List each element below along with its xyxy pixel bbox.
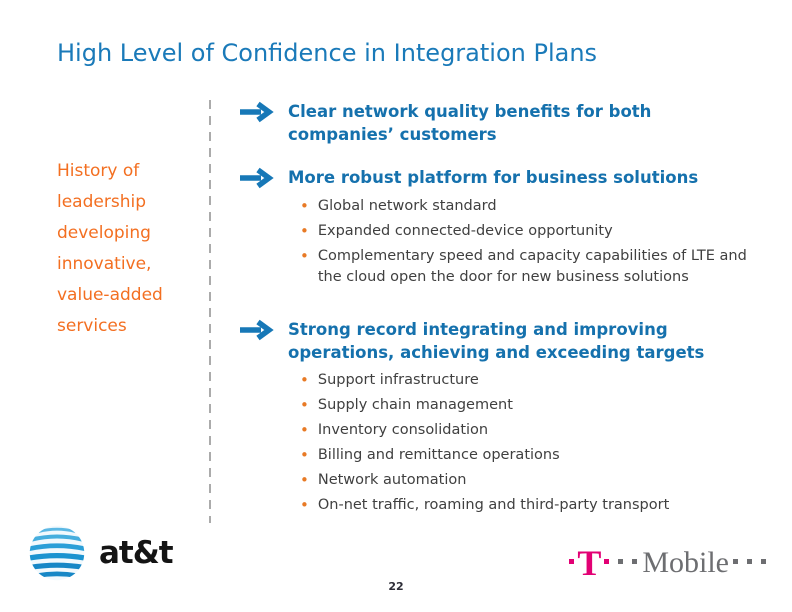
telekom-square-icon bbox=[761, 558, 766, 564]
telekom-square-icon bbox=[747, 558, 752, 564]
telekom-square-icon bbox=[733, 558, 738, 564]
section-business-platform: More robust platform for business soluti… bbox=[238, 166, 698, 189]
bullet-dot-icon: • bbox=[300, 446, 309, 464]
telekom-square-icon bbox=[604, 558, 610, 564]
section-heading: Strong record integrating and improving … bbox=[288, 320, 705, 362]
bullet-item: • Global network standard bbox=[300, 196, 748, 217]
bullet-dot-icon: • bbox=[300, 396, 309, 414]
bullet-text: Complementary speed and capacity capabil… bbox=[317, 248, 747, 285]
bullet-dot-icon: • bbox=[300, 247, 309, 265]
bullet-dot-icon: • bbox=[300, 496, 309, 514]
bullet-item: • Expanded connected-device opportunity bbox=[300, 221, 748, 242]
tmobile-t-letter: T bbox=[577, 543, 602, 583]
page-title: High Level of Confidence in Integration … bbox=[57, 39, 598, 67]
bullet-text: Supply chain management bbox=[317, 397, 513, 413]
bullet-item: • Billing and remittance operations bbox=[300, 445, 748, 466]
bullet-item: • Network automation bbox=[300, 470, 748, 491]
vertical-dashed-divider bbox=[209, 100, 211, 523]
bullet-item: • On-net traffic, roaming and third-party… bbox=[300, 495, 748, 516]
bullet-text: Global network standard bbox=[317, 198, 497, 214]
att-globe-icon bbox=[29, 525, 85, 581]
bullet-item: • Inventory consolidation bbox=[300, 420, 748, 441]
bullet-dot-icon: • bbox=[300, 222, 309, 240]
section-integration-record: Strong record integrating and improving … bbox=[238, 318, 758, 364]
arrow-right-icon bbox=[240, 319, 274, 341]
section-heading: More robust platform for business soluti… bbox=[288, 168, 699, 187]
page-number: 22 bbox=[388, 580, 404, 593]
bullet-dot-icon: • bbox=[300, 371, 309, 389]
bullet-text: Inventory consolidation bbox=[317, 422, 489, 438]
bullet-text: Network automation bbox=[317, 472, 467, 488]
bullet-text: Billing and remittance operations bbox=[317, 447, 560, 463]
bullet-dot-icon: • bbox=[300, 197, 309, 215]
section-network-quality: Clear network quality benefits for both … bbox=[238, 100, 758, 146]
telekom-square-icon bbox=[632, 558, 638, 564]
att-wordmark: at&t bbox=[99, 535, 174, 571]
bullet-item: • Support infrastructure bbox=[300, 370, 748, 391]
bullet-text: On-net traffic, roaming and third-party … bbox=[317, 497, 670, 513]
arrow-right-icon bbox=[240, 101, 274, 123]
tmobile-wordmark: Mobile bbox=[642, 546, 729, 579]
sidebar-statement: History of leadership developing innovat… bbox=[57, 161, 163, 336]
bullet-item: • Supply chain management bbox=[300, 395, 748, 416]
arrow-right-icon bbox=[240, 167, 274, 189]
bullet-dot-icon: • bbox=[300, 421, 309, 439]
telekom-square-icon bbox=[618, 558, 624, 564]
att-logo: at&t bbox=[28, 524, 174, 582]
bullet-item: • Complementary speed and capacity capabi… bbox=[300, 246, 748, 288]
section-heading: Clear network quality benefits for both … bbox=[288, 102, 652, 144]
tmobile-logo: T Mobile bbox=[569, 543, 766, 583]
bullet-text: Expanded connected-device opportunity bbox=[317, 223, 613, 239]
telekom-square-icon bbox=[569, 558, 575, 564]
bullet-text: Support infrastructure bbox=[317, 372, 479, 388]
bullet-dot-icon: • bbox=[300, 471, 309, 489]
bullet-list-business-platform: • Global network standard • Expanded connec… bbox=[300, 196, 748, 292]
bullet-list-integration-record: • Support infrastructure • Supply chain man… bbox=[300, 370, 748, 520]
